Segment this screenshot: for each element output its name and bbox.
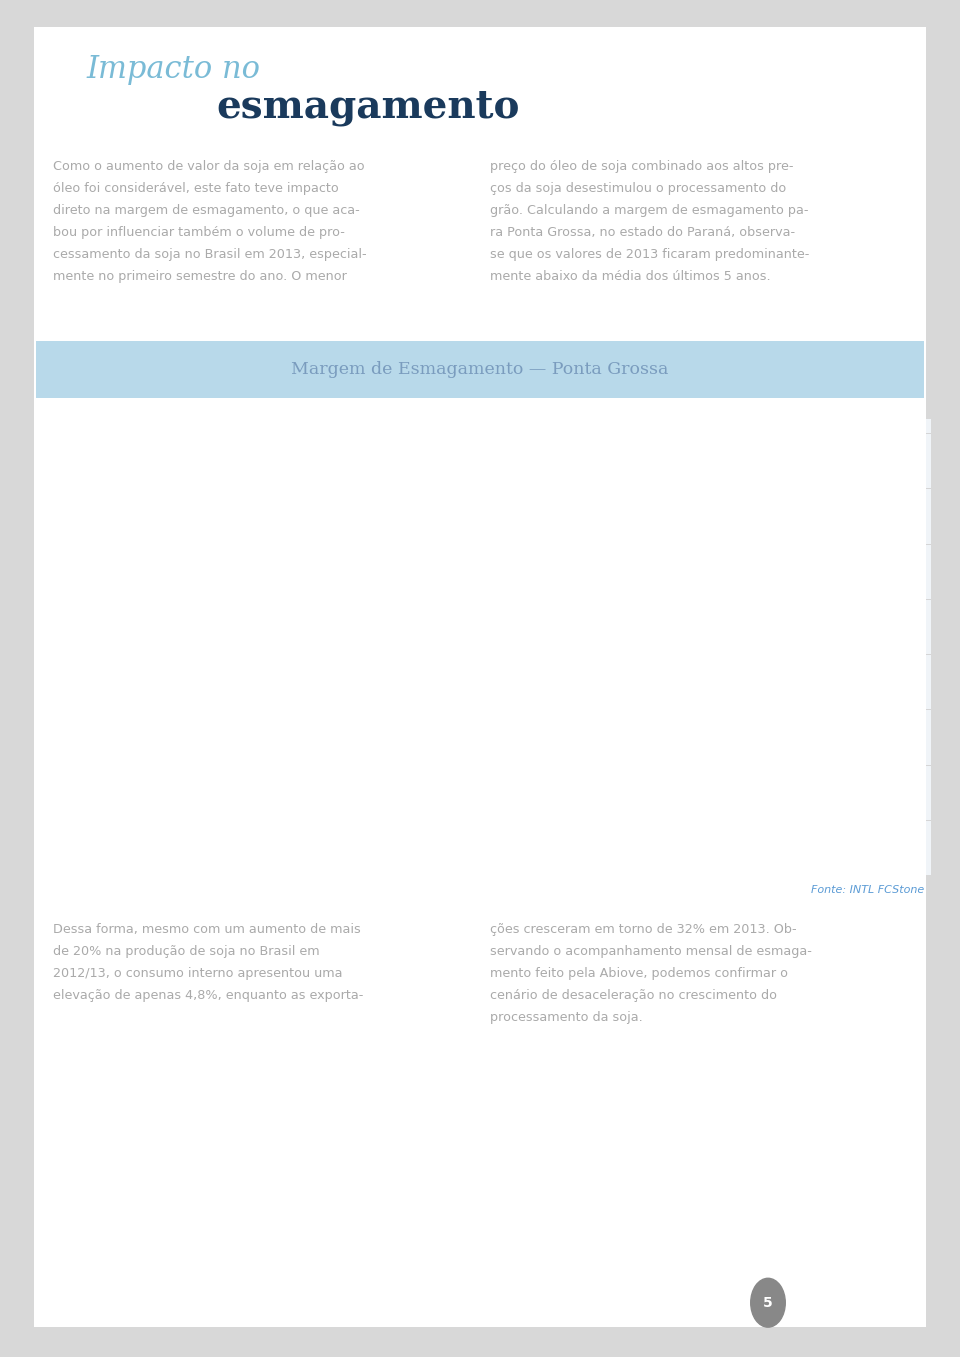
Text: Impacto no: Impacto no [86, 54, 260, 85]
Text: Como o aumento de valor da soja em relação ao
óleo foi considerável, este fato t: Como o aumento de valor da soja em relaç… [53, 160, 367, 284]
Text: esmagamento: esmagamento [216, 88, 519, 126]
Text: 5: 5 [763, 1296, 773, 1310]
Text: Fonte: INTL FCStone: Fonte: INTL FCStone [811, 885, 924, 894]
Text: ções cresceram em torno de 32% em 2013. Ob-
servando o acompanhamento mensal de : ções cresceram em torno de 32% em 2013. … [490, 923, 811, 1023]
Text: 2013: 2013 [247, 389, 278, 403]
Y-axis label: US$/ton: US$/ton [56, 624, 69, 670]
Text: preço do óleo de soja combinado aos altos pre-
ços da soja desestimulou o proces: preço do óleo de soja combinado aos alto… [490, 160, 809, 284]
Text: Margem de Esmagamento — Ponta Grossa: Margem de Esmagamento — Ponta Grossa [291, 361, 669, 377]
Text: Média 5 anos: Média 5 anos [503, 389, 587, 403]
Text: Dessa forma, mesmo com um aumento de mais
de 20% na produção de soja no Brasil e: Dessa forma, mesmo com um aumento de mai… [53, 923, 363, 1001]
